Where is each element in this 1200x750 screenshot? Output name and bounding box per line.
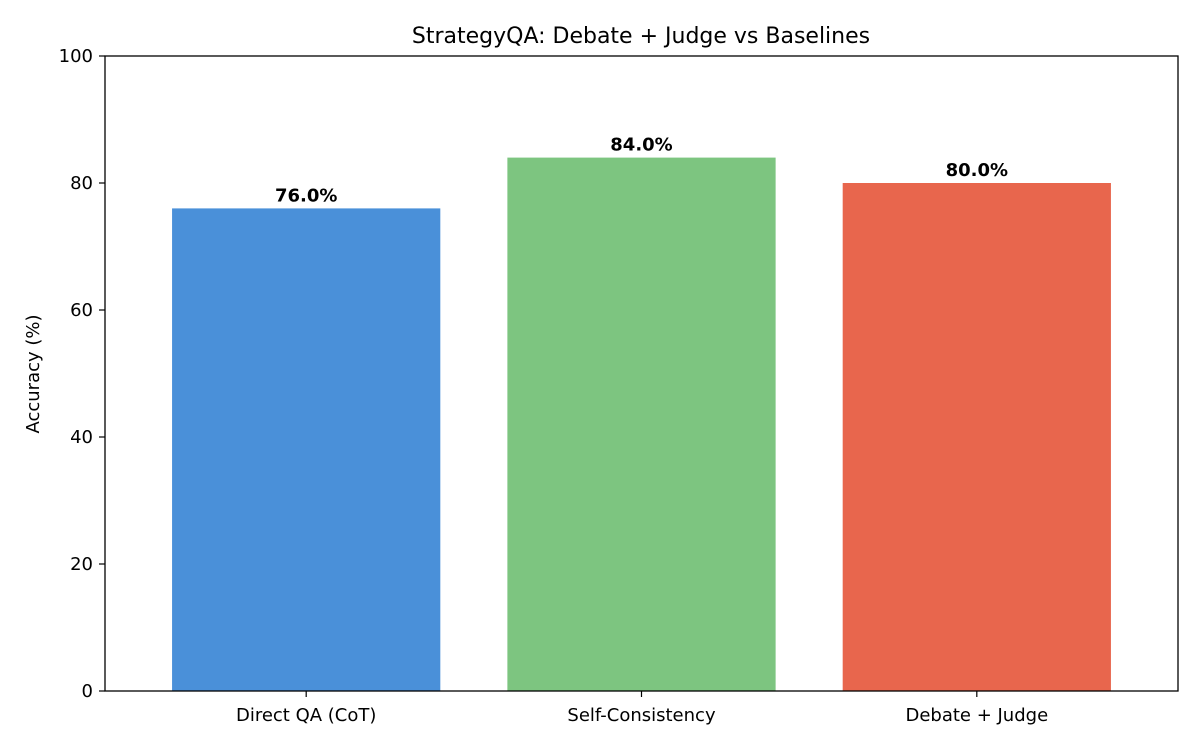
x-tick-label: Debate + Judge: [905, 705, 1048, 726]
x-axis-ticks: Direct QA (CoT) Self-Consistency Debate + …: [236, 691, 1048, 726]
bar-value-label: 84.0%: [610, 135, 672, 156]
bar: [172, 208, 441, 691]
x-tick-label: Self-Consistency: [567, 705, 716, 726]
bar-value-label: 76.0%: [275, 185, 337, 206]
y-axis-label: Accuracy (%): [23, 314, 44, 433]
bar: [507, 157, 776, 692]
y-tick-label: 40: [70, 427, 93, 448]
bar: [842, 183, 1111, 691]
chart-title: StrategyQA: Debate + Judge vs Baselines: [412, 24, 870, 49]
y-tick-label: 100: [59, 46, 93, 67]
y-tick-label: 0: [82, 681, 93, 702]
bar-value-label: 80.0%: [946, 160, 1008, 181]
y-axis-ticks: 0 20 40 60 80 100: [59, 46, 105, 702]
y-tick-label: 20: [70, 554, 93, 575]
plot-frame: [104, 55, 1179, 692]
y-tick-label: 60: [70, 300, 93, 321]
bars-group: [172, 157, 1111, 692]
y-tick-label: 80: [70, 173, 93, 194]
x-tick-label: Direct QA (CoT): [236, 705, 376, 726]
data-labels-group: 76.0% 84.0% 80.0%: [275, 135, 1008, 207]
